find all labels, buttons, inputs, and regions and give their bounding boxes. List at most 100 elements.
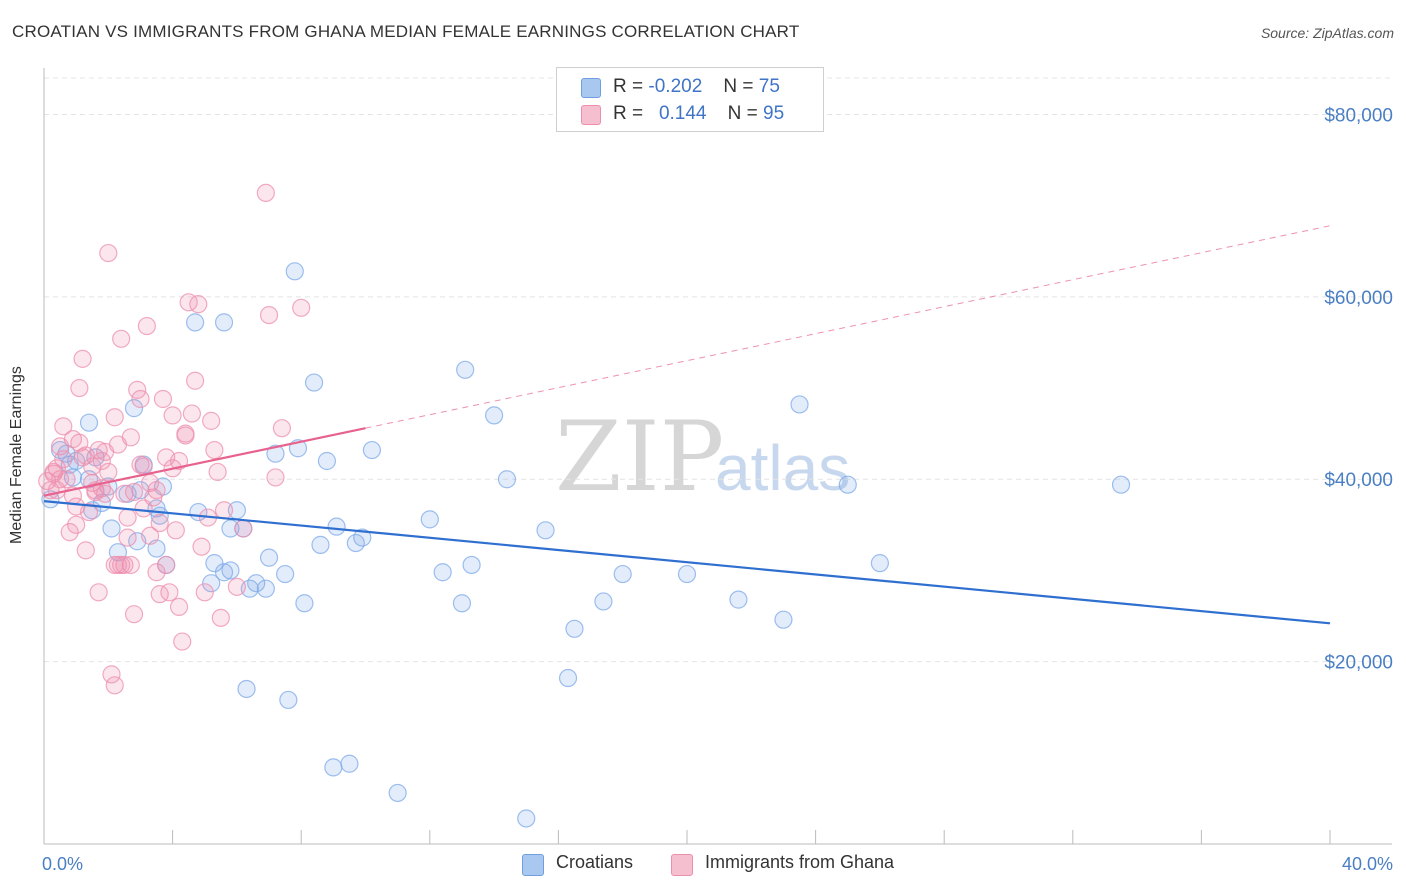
croatians-point (456, 360, 475, 379)
croatians-point (102, 519, 121, 538)
ghana-point (266, 468, 285, 487)
ghana-point (121, 428, 140, 447)
bottom-legend-label-ghana: Immigrants from Ghana (705, 852, 895, 872)
croatians-point (677, 564, 697, 584)
ghana-point (272, 419, 292, 438)
ghana-point (169, 451, 189, 471)
bottom-legend-swatch-croatians (522, 854, 544, 876)
x-tick-label-max: 40.0% (1342, 854, 1393, 874)
ghana-point (89, 583, 108, 602)
ghana-point (182, 404, 201, 423)
ghana-point (102, 665, 121, 684)
ghana-point (186, 371, 205, 390)
croatians-point (205, 554, 224, 573)
croatians-point (790, 395, 809, 414)
croatians-point (186, 313, 205, 332)
ghana-point (95, 442, 115, 461)
ghana-trend-line (43, 427, 366, 497)
ghana-point (99, 243, 118, 263)
legend-r-value: -0.202 (648, 76, 703, 97)
croatians-point (324, 758, 343, 777)
croatians-point (462, 555, 481, 575)
ghana-point (292, 298, 311, 317)
croatians-point (285, 262, 304, 281)
croatians-point (295, 594, 314, 613)
ghana-point (137, 316, 156, 336)
ghana-point (70, 378, 89, 398)
ghana-point (79, 502, 99, 522)
ghana-point (105, 408, 124, 427)
ghana-point (60, 523, 79, 542)
ghana-point (214, 501, 234, 520)
ghana-point (44, 462, 63, 482)
legend-n-label: N = (723, 76, 754, 97)
bottom-legend-swatch-ghana (671, 854, 693, 876)
ghana-point (208, 462, 227, 482)
ghana-trend-extension (365, 225, 1331, 429)
watermark-atlas: atlas (715, 432, 850, 504)
legend-swatch-croatians (581, 78, 601, 98)
watermark-zip: ZIP (555, 401, 724, 513)
ghana-point (211, 608, 230, 627)
croatians-point (729, 590, 748, 609)
ghana-point (134, 499, 153, 518)
ghana-point (54, 450, 73, 469)
croatians-point (433, 563, 452, 582)
croatians-point (311, 535, 330, 554)
legend-swatch-ghana (581, 105, 601, 125)
ghana-point (189, 295, 208, 314)
croatians-point (317, 451, 337, 471)
ghana-point (50, 470, 70, 489)
legend-r-value: 0.144 (658, 103, 707, 124)
croatians-point (279, 690, 298, 710)
croatians-point (202, 574, 221, 593)
ghana-point (73, 448, 92, 467)
ghana-point (112, 329, 131, 348)
ghana-point (105, 676, 124, 695)
source-note: Source: ZipAtlas.com (1260, 25, 1394, 41)
ghana-point (192, 537, 211, 556)
croatians-point (256, 579, 275, 598)
croatians-point (838, 475, 857, 494)
ghana-point (163, 406, 182, 425)
y-tick-label: $40,000 (1324, 470, 1393, 491)
legend-stats-croatians: R = -0.202 N = 75 (613, 76, 780, 98)
ghana-point (95, 484, 115, 503)
ghana-point (118, 528, 137, 547)
ghana-point (121, 555, 140, 575)
ghana-point (176, 424, 195, 443)
legend-r-label: R = (613, 103, 644, 124)
croatians-trend-line (43, 500, 1331, 625)
croatians-point (79, 413, 99, 432)
croatians-point (237, 679, 256, 699)
croatians-point (247, 574, 266, 593)
ghana-point (227, 577, 246, 596)
ghana-point (205, 440, 224, 460)
ghana-point (115, 484, 134, 503)
croatians-point (1111, 475, 1131, 494)
ghana-point (173, 632, 192, 651)
croatians-point (221, 561, 240, 580)
ghana-point (67, 515, 86, 534)
croatians-point (388, 783, 407, 803)
croatians-point (452, 594, 472, 613)
ghana-point (153, 389, 173, 409)
croatians-point (870, 554, 890, 573)
legend-stats-ghana: R = 0.144 N = 95 (613, 103, 784, 125)
ghana-point (112, 555, 131, 575)
croatians-point (124, 399, 144, 418)
croatians-point (362, 440, 382, 460)
ghana-point (150, 513, 169, 533)
stats-legend: R = -0.202 N = 75 R = 0.144 N = 95 (556, 67, 824, 132)
croatians-point (497, 470, 517, 489)
croatians-point (304, 373, 324, 392)
ghana-point (76, 541, 95, 560)
chart-title: CROATIAN VS IMMIGRANTS FROM GHANA MEDIAN… (12, 22, 800, 41)
ghana-point (150, 585, 169, 604)
y-tick-label: $20,000 (1324, 653, 1393, 674)
bottom-legend-label-croatians: Croatians (556, 852, 634, 872)
ghana-point (195, 583, 214, 602)
ghana-point (131, 455, 150, 474)
croatians-point (266, 444, 285, 463)
